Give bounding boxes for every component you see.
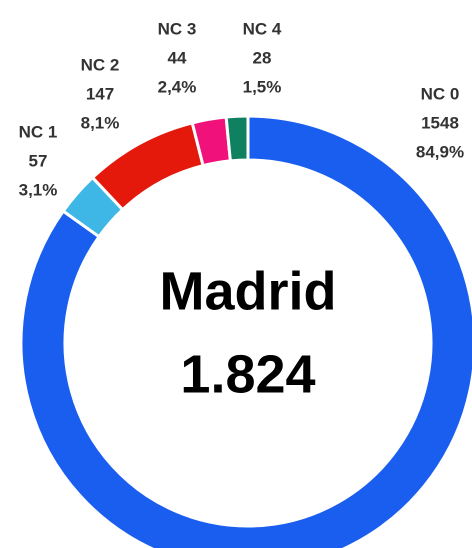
segment-name: NC 0 xyxy=(421,84,460,103)
segment-name: NC 3 xyxy=(158,19,197,38)
segment-percent: 2,4% xyxy=(158,77,197,96)
donut-segment xyxy=(90,121,205,212)
segment-value: 28 xyxy=(253,48,272,67)
segment-percent: 84,9% xyxy=(416,142,464,161)
segment-value: 147 xyxy=(86,84,114,103)
center-title: Madrid xyxy=(159,261,336,321)
segment-percent: 1,5% xyxy=(243,77,282,96)
segment-value: 1548 xyxy=(421,113,459,132)
segment-percent: 8,1% xyxy=(81,113,120,132)
segment-name: NC 4 xyxy=(243,19,282,38)
segment-value: 57 xyxy=(29,151,48,170)
segment-name: NC 2 xyxy=(81,55,120,74)
segment-name: NC 1 xyxy=(19,122,58,141)
segment-percent: 3,1% xyxy=(19,180,58,199)
center-value: 1.824 xyxy=(180,344,315,404)
segment-value: 44 xyxy=(168,48,187,67)
donut-segment xyxy=(19,114,472,548)
donut-segment xyxy=(224,114,250,163)
